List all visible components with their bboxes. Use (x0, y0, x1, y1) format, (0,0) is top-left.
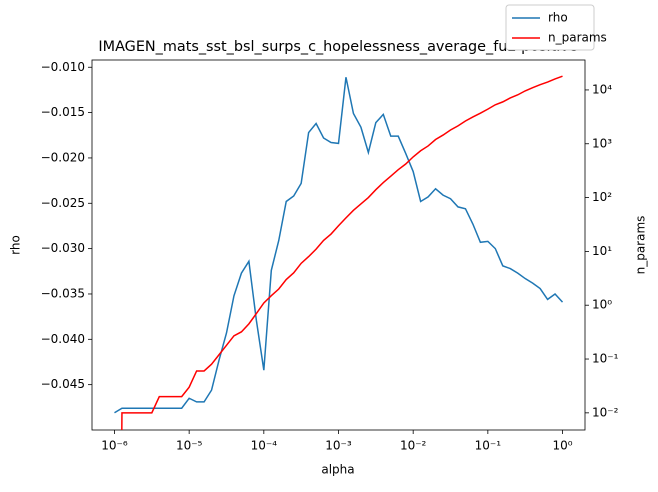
y2-axis-label: n_params (634, 216, 648, 275)
x-tick-label: 10⁰ (552, 439, 572, 453)
y-tick-label: −0.025 (41, 196, 85, 210)
x-tick-label: 10⁻¹ (475, 439, 502, 453)
chart-title: IMAGEN_mats_sst_bsl_surps_c_hopelessness… (98, 39, 577, 55)
y2-tick-label: 10⁴ (592, 82, 612, 96)
y2-tick-label: 10² (592, 190, 612, 204)
x-axis-label: alpha (321, 463, 354, 477)
legend-label: rho (548, 11, 568, 25)
y2-tick-label: 10⁰ (592, 298, 612, 312)
y-tick-label: −0.035 (41, 286, 85, 300)
y-tick-label: −0.020 (41, 150, 85, 164)
x-tick-label: 10⁻⁵ (176, 439, 203, 453)
series-line (121, 75, 563, 430)
x-tick-label: 10⁻⁴ (251, 439, 278, 453)
y-tick-label: −0.030 (41, 241, 85, 255)
series-line (114, 77, 564, 414)
y-tick-label: −0.010 (41, 60, 85, 74)
y2-tick-label: 10⁻² (592, 405, 619, 419)
plot-frame (91, 59, 586, 431)
x-tick-label: 10⁻² (400, 439, 427, 453)
y-axis-label: rho (9, 235, 23, 255)
y-tick-label: −0.015 (41, 105, 85, 119)
x-tick-label: 10⁻³ (325, 439, 352, 453)
y-tick-label: −0.045 (41, 377, 85, 391)
legend-label: n_params (548, 31, 607, 45)
x-tick-label: 10⁻⁶ (101, 439, 128, 453)
y2-tick-label: 10⁻¹ (592, 352, 619, 366)
y-tick-label: −0.040 (41, 332, 85, 346)
y2-tick-label: 10³ (592, 136, 612, 150)
y2-tick-label: 10¹ (592, 244, 612, 258)
